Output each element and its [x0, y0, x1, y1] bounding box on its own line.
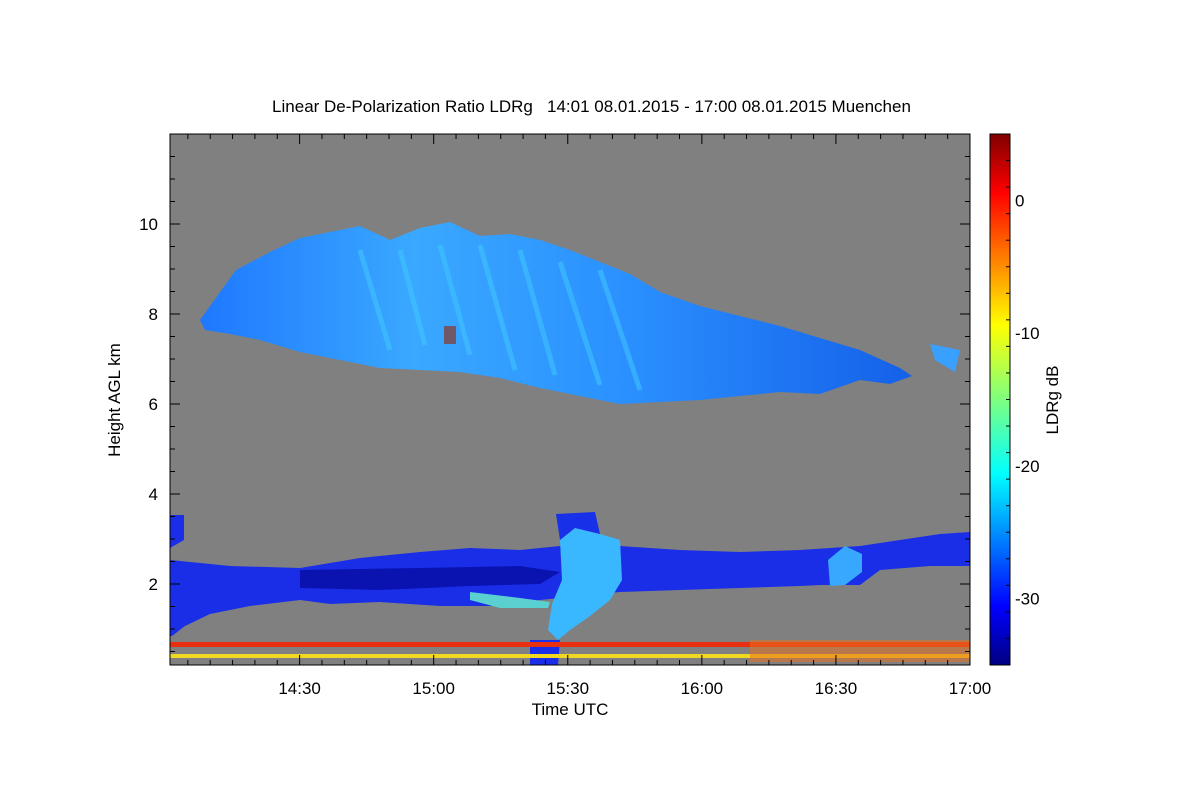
x-tick-label: 14:30: [278, 679, 321, 698]
x-axis-label: Time UTC: [532, 700, 609, 719]
x-tick-label: 15:30: [546, 679, 589, 698]
cirrus-layer: [200, 222, 912, 404]
colorbar-tick-label: -10: [1015, 324, 1040, 343]
x-tick-label: 15:00: [412, 679, 455, 698]
y-tick-label: 10: [139, 215, 158, 234]
colorbar-tick-label: 0: [1015, 191, 1024, 210]
depolarizing-plume: [548, 528, 622, 640]
chart-title: Linear De-Polarization Ratio LDRg 14:01 …: [272, 97, 911, 116]
x-tick-label: 16:30: [815, 679, 858, 698]
surface-red-band: [170, 642, 970, 647]
cirrus-anomaly: [444, 326, 456, 344]
secondary-plume: [828, 546, 862, 586]
plot-frame: [169, 133, 971, 666]
cyan-shelf: [470, 592, 550, 608]
axes-layer: 14:30 15:00 15:30 16:00 16:30 17:00 2 4 6 8 10 0 -10…: [139, 133, 1040, 698]
low-cloud-left-top: [170, 515, 184, 548]
surface-yellow-band: [170, 654, 970, 658]
y-tick-label: 4: [149, 485, 158, 504]
surface-orange-noise: [750, 640, 970, 662]
colorbar-tick-label: -30: [1015, 590, 1040, 609]
y-tick-label: 8: [149, 305, 158, 324]
colorbar-label: LDRg dB: [1043, 366, 1062, 435]
low-cloud-dark-band: [300, 566, 560, 590]
y-axis-label: Height AGL km: [105, 343, 124, 457]
x-tick-label: 17:00: [949, 679, 992, 698]
plume-top: [556, 512, 600, 540]
cirrus-streaks: [357, 244, 643, 391]
cirrus-fragment: [930, 344, 960, 372]
x-tick-label: 16:00: [681, 679, 724, 698]
y-tick-label: 2: [149, 575, 158, 594]
colorbar-tick-label: -20: [1015, 457, 1040, 476]
data-layer: [170, 222, 970, 665]
y-tick-label: 6: [149, 395, 158, 414]
